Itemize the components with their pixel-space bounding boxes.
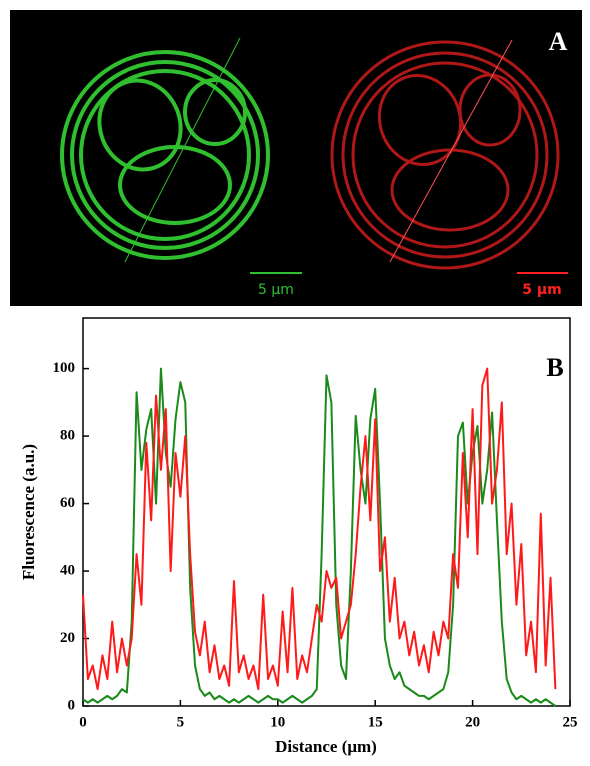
x-axis-label: Distance (μm) — [275, 737, 377, 756]
x-tick-label: 15 — [368, 714, 383, 730]
x-tick-label: 0 — [79, 714, 87, 730]
series-line — [82, 367, 557, 691]
plot-frame — [82, 317, 571, 707]
panel-a: 5 μm 5 μm A — [10, 10, 582, 306]
y-tick-label: 80 — [60, 428, 75, 444]
y-axis-label: Fluorescence (a.u.) — [19, 444, 38, 580]
scale-label: 5 μm — [522, 282, 562, 298]
y-tick-label: 40 — [60, 562, 75, 578]
scale-label: 5 μm — [258, 282, 294, 298]
panel-label: A — [549, 27, 568, 56]
panel-label: B — [546, 353, 563, 382]
series-line — [82, 367, 556, 707]
y-tick-label: 100 — [53, 360, 76, 376]
y-tick-label: 60 — [60, 495, 75, 511]
x-tick-label: 25 — [563, 714, 578, 730]
x-tick-label: 10 — [270, 714, 285, 730]
x-tick-label: 5 — [177, 714, 185, 730]
y-tick-label: 0 — [68, 697, 76, 713]
panel-b: B Distance (μm) Fluorescence (a.u.) 0 5 10… — [19, 317, 578, 756]
y-tick-label: 20 — [60, 630, 75, 646]
x-tick-label: 20 — [465, 714, 480, 730]
red-vesicle — [330, 39, 560, 270]
green-vesicle — [60, 37, 270, 263]
